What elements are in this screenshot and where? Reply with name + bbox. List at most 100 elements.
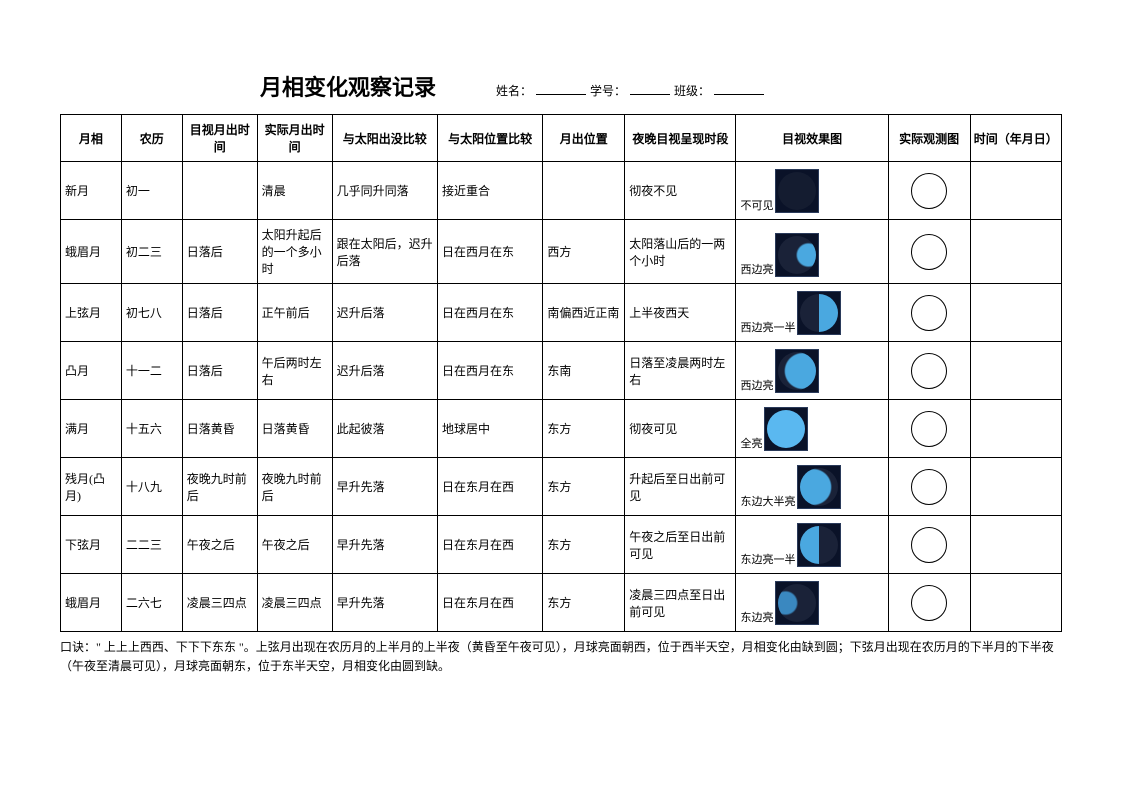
cell: 东南 — [543, 342, 625, 400]
time-cell[interactable] — [970, 220, 1061, 284]
cell: 太阳升起后的一个多小时 — [257, 220, 332, 284]
cell: 凸月 — [61, 342, 122, 400]
meta-fields: 姓名： 学号： 班级： — [496, 81, 764, 99]
time-cell[interactable] — [970, 458, 1061, 516]
phase-effect-cell: 东边亮 — [736, 574, 888, 632]
time-cell[interactable] — [970, 284, 1061, 342]
observation-cell — [888, 284, 970, 342]
class-label: 班级： — [674, 82, 710, 99]
observation-circle[interactable] — [911, 173, 947, 209]
phase-effect-cell: 不可见 — [736, 162, 888, 220]
cell: 迟升后落 — [332, 342, 437, 400]
moon-phase-icon — [797, 465, 841, 509]
cell — [182, 162, 257, 220]
observation-circle[interactable] — [911, 234, 947, 270]
cell: 西方 — [543, 220, 625, 284]
observation-circle[interactable] — [911, 353, 947, 389]
observation-circle[interactable] — [911, 411, 947, 447]
cell: 十一二 — [121, 342, 182, 400]
cell: 早升先落 — [332, 458, 437, 516]
time-cell[interactable] — [970, 342, 1061, 400]
cell: 日在西月在东 — [437, 220, 542, 284]
table-header-row: 月相农历目视月出时间实际月出时间与太阳出没比较与太阳位置比较月出位置夜晚目视呈现… — [61, 115, 1062, 162]
cell: 接近重合 — [437, 162, 542, 220]
id-field[interactable] — [630, 81, 670, 95]
col-header: 目视月出时间 — [182, 115, 257, 162]
observation-circle[interactable] — [911, 527, 947, 563]
cell: 蛾眉月 — [61, 574, 122, 632]
cell: 二六七 — [121, 574, 182, 632]
phase-label: 西边亮一半 — [740, 319, 795, 335]
col-header: 夜晚目视呈现时段 — [625, 115, 736, 162]
observation-cell — [888, 342, 970, 400]
cell: 南偏西近正南 — [543, 284, 625, 342]
cell: 日落黄昏 — [257, 400, 332, 458]
cell: 夜晚九时前后 — [257, 458, 332, 516]
phase-effect-cell: 西边亮 — [736, 220, 888, 284]
observation-circle[interactable] — [911, 469, 947, 505]
observation-circle[interactable] — [911, 295, 947, 331]
cell: 十五六 — [121, 400, 182, 458]
time-cell[interactable] — [970, 400, 1061, 458]
moon-phase-icon — [764, 407, 808, 451]
cell: 十八九 — [121, 458, 182, 516]
cell — [543, 162, 625, 220]
table-row: 新月初一清晨几乎同升同落接近重合彻夜不见不可见 — [61, 162, 1062, 220]
time-cell[interactable] — [970, 516, 1061, 574]
observation-cell — [888, 516, 970, 574]
phase-label: 西边亮 — [740, 261, 773, 277]
phase-label: 东边大半亮 — [740, 493, 795, 509]
cell: 早升先落 — [332, 574, 437, 632]
cell: 此起彼落 — [332, 400, 437, 458]
class-field[interactable] — [714, 81, 764, 95]
cell: 东方 — [543, 458, 625, 516]
observation-cell — [888, 574, 970, 632]
table-row: 下弦月二二三午夜之后午夜之后早升先落日在东月在西东方午夜之后至日出前可见东边亮一… — [61, 516, 1062, 574]
footnote: 口诀：" 上上上西西、下下下东东 "。上弦月出现在农历月的上半月的上半夜（黄昏至… — [60, 638, 1062, 676]
phase-effect-cell: 全亮 — [736, 400, 888, 458]
cell: 午夜之后 — [257, 516, 332, 574]
col-header: 与太阳出没比较 — [332, 115, 437, 162]
observation-cell — [888, 220, 970, 284]
cell: 新月 — [61, 162, 122, 220]
col-header: 时间（年月日） — [970, 115, 1061, 162]
cell: 凌晨三四点 — [257, 574, 332, 632]
moon-phase-icon — [775, 581, 819, 625]
cell: 日落黄昏 — [182, 400, 257, 458]
cell: 日在西月在东 — [437, 284, 542, 342]
observation-cell — [888, 400, 970, 458]
cell: 夜晚九时前后 — [182, 458, 257, 516]
moon-phase-icon — [775, 169, 819, 213]
cell: 跟在太阳后，迟升后落 — [332, 220, 437, 284]
observation-circle[interactable] — [911, 585, 947, 621]
phase-label: 西边亮 — [740, 377, 773, 393]
cell: 彻夜不见 — [625, 162, 736, 220]
name-field[interactable] — [536, 81, 586, 95]
cell: 太阳落山后的一两个小时 — [625, 220, 736, 284]
observation-cell — [888, 458, 970, 516]
cell: 午后两时左右 — [257, 342, 332, 400]
time-cell[interactable] — [970, 574, 1061, 632]
cell: 迟升后落 — [332, 284, 437, 342]
page-title: 月相变化观察记录 — [260, 70, 436, 102]
cell: 蛾眉月 — [61, 220, 122, 284]
cell: 午夜之后 — [182, 516, 257, 574]
cell: 上半夜西天 — [625, 284, 736, 342]
phase-label: 不可见 — [740, 197, 773, 213]
col-header: 目视效果图 — [736, 115, 888, 162]
table-row: 凸月十一二日落后午后两时左右迟升后落日在西月在东东南日落至凌晨两时左右西边亮 — [61, 342, 1062, 400]
table-row: 蛾眉月二六七凌晨三四点凌晨三四点早升先落日在东月在西东方凌晨三四点至日出前可见东… — [61, 574, 1062, 632]
col-header: 与太阳位置比较 — [437, 115, 542, 162]
time-cell[interactable] — [970, 162, 1061, 220]
phase-effect-cell: 东边亮一半 — [736, 516, 888, 574]
cell: 初二三 — [121, 220, 182, 284]
cell: 午夜之后至日出前可见 — [625, 516, 736, 574]
col-header: 实际月出时间 — [257, 115, 332, 162]
cell: 东方 — [543, 516, 625, 574]
phase-effect-cell: 东边大半亮 — [736, 458, 888, 516]
cell: 早升先落 — [332, 516, 437, 574]
cell: 日落后 — [182, 284, 257, 342]
moon-phase-icon — [775, 233, 819, 277]
cell: 东方 — [543, 574, 625, 632]
cell: 彻夜可见 — [625, 400, 736, 458]
